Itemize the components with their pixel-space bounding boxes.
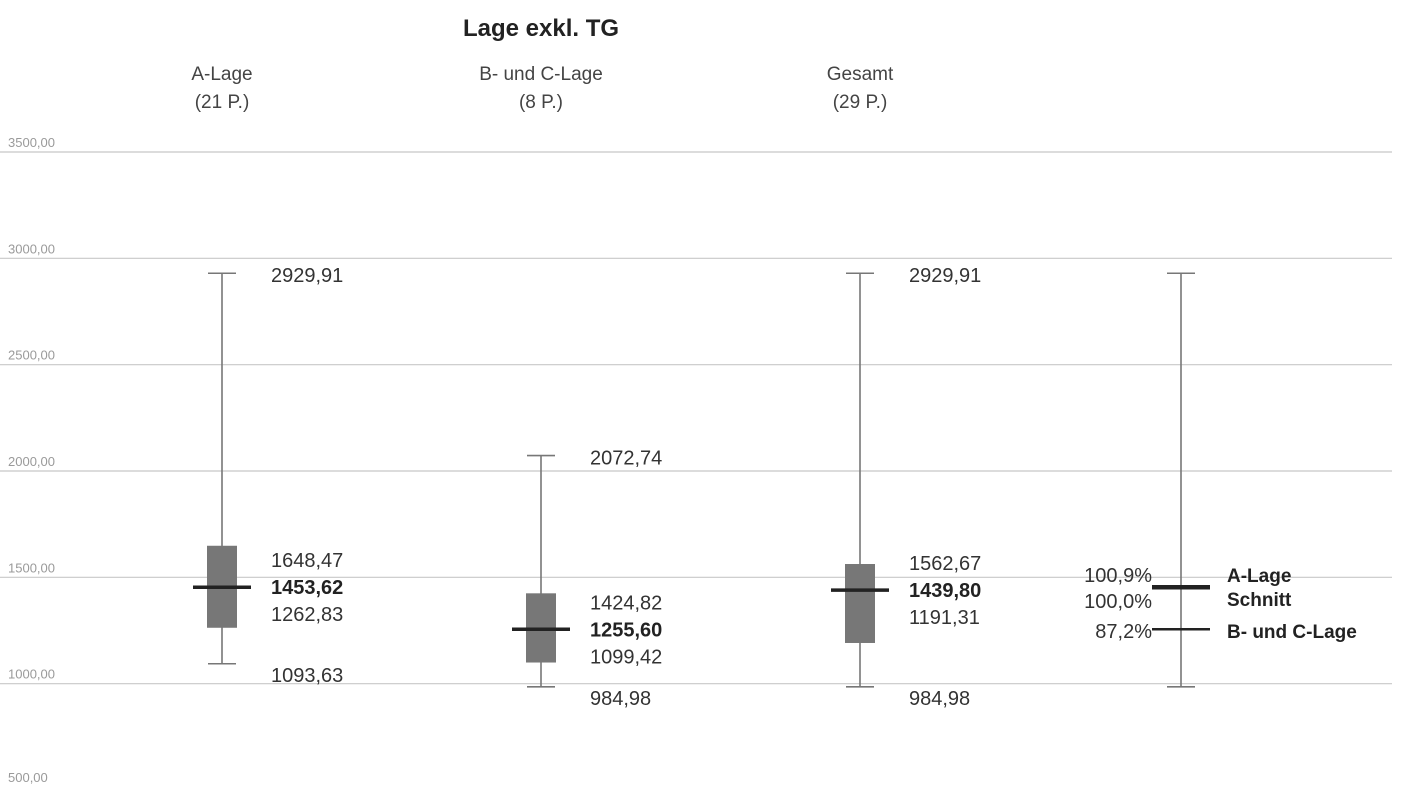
group-name: A-Lage [191, 64, 252, 85]
y-tick-label: 500,00 [8, 770, 48, 785]
group-count: (21 P.) [195, 92, 250, 113]
box-group: Gesamt (29 P.) 2929,91 1562,67 1439,80 1191,3… [827, 64, 982, 710]
q3-label: 1424,82 [590, 592, 662, 614]
q1-label: 1191,31 [909, 607, 980, 629]
y-tick-label: 3500,00 [8, 135, 55, 150]
box-group: B- und C-Lage (8 P.) 2072,74 1424,82 1255,60… [479, 64, 662, 710]
y-tick-label: 2000,00 [8, 454, 55, 469]
min-label: 1093,63 [271, 665, 343, 687]
comparison-pct: 87,2% [1095, 621, 1152, 643]
min-label: 984,98 [909, 688, 970, 710]
q1-label: 1099,42 [590, 646, 662, 668]
max-label: 2929,91 [909, 265, 981, 287]
q3-label: 1562,67 [909, 553, 981, 575]
y-tick-label: 1500,00 [8, 560, 55, 575]
median-label: 1453,62 [271, 577, 343, 599]
group-count: (8 P.) [519, 92, 563, 113]
median-label: 1255,60 [590, 619, 662, 641]
box-group: A-Lage (21 P.) 2929,91 1648,47 1453,62 1262,8… [191, 64, 343, 687]
grid-layer: 3500,00 3000,00 2500,00 2000,00 1500,00 1000,… [0, 135, 1392, 785]
y-tick-label: 3000,00 [8, 241, 55, 256]
y-tick-label: 1000,00 [8, 667, 55, 682]
group-count: (29 P.) [833, 92, 888, 113]
comparison-legend: A-Lage [1227, 566, 1291, 587]
group-name: B- und C-Lage [479, 64, 603, 85]
y-tick-label: 2500,00 [8, 348, 55, 363]
min-label: 984,98 [590, 688, 651, 710]
comparison-layer: 100,9% A-Lage 100,0% Schnitt 87,2% B- und C-L… [1084, 272, 1357, 688]
group-layer: A-Lage (21 P.) 2929,91 1648,47 1453,62 1262,8… [191, 64, 981, 710]
median-label: 1439,80 [909, 580, 981, 602]
comparison-pct: 100,0% [1084, 591, 1152, 613]
box-iqr [845, 564, 875, 643]
max-label: 2929,91 [271, 265, 343, 287]
q3-label: 1648,47 [271, 550, 343, 572]
max-label: 2072,74 [590, 448, 662, 470]
group-name: Gesamt [827, 64, 894, 85]
comparison-legend: Schnitt [1227, 590, 1292, 611]
comparison-legend: B- und C-Lage [1227, 622, 1357, 643]
chart-title: Lage exkl. TG [463, 15, 619, 42]
q1-label: 1262,83 [271, 604, 343, 626]
comparison-pct: 100,9% [1084, 565, 1152, 587]
